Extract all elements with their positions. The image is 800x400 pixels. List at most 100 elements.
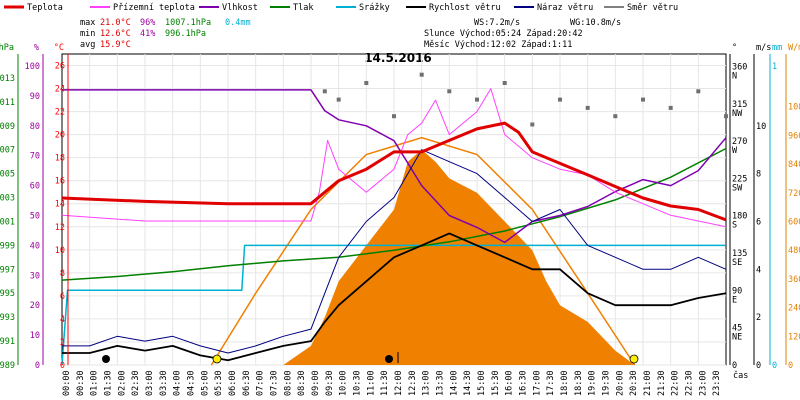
y-axis-temperature-tick: 4 — [60, 315, 65, 325]
y-axis-temperature-tick: 8 — [60, 269, 65, 279]
svg-text:Vlhkost: Vlhkost — [222, 3, 258, 13]
wind-direction-point — [724, 114, 728, 119]
y-axis-rain-label: mm — [772, 43, 782, 53]
y-axis-temperature-tick: 20 — [55, 131, 65, 141]
x-tick-label: 17:30 — [546, 370, 556, 396]
y-axis-humidity-tick: 70 — [30, 152, 40, 162]
wind-direction-point — [475, 97, 479, 102]
legend-item-teplota: Teplota — [4, 3, 63, 13]
x-tick-label: 07:00 — [256, 370, 266, 396]
y-axis-direction-tick-sub: NW — [732, 109, 743, 119]
y-axis-humidity-label: % — [34, 43, 39, 53]
x-tick-label: 13:00 — [422, 370, 432, 396]
y-axis-direction-tick: 270 — [732, 137, 747, 147]
x-tick-label: 20:00 — [615, 370, 625, 396]
y-axis-direction-tick: 45 — [732, 324, 742, 334]
y-axis-pressure-tick: 991 — [0, 337, 15, 347]
x-tick-label: 05:30 — [214, 370, 224, 396]
info-ws: WS:7.2m/s — [474, 18, 520, 28]
ground-temperature-line — [61, 88, 727, 228]
x-tick-label: 07:30 — [270, 370, 280, 396]
y-axis-pressure-tick: 1001 — [0, 218, 15, 228]
wind-direction-point — [322, 89, 327, 94]
stat-max-hum: 96% — [140, 18, 155, 28]
svg-text:Směr větru: Směr větru — [627, 3, 678, 13]
x-tick-label: 03:30 — [159, 370, 169, 396]
moonrise-marker — [385, 355, 393, 363]
x-axis-label: čas — [733, 370, 748, 381]
x-tick-label: 04:30 — [187, 370, 197, 396]
x-tick-label: 18:30 — [574, 370, 584, 396]
y-axis-direction-tick: 315 — [732, 100, 747, 110]
y-axis-temperature-tick: 12 — [55, 223, 65, 233]
x-tick-label: 19:00 — [588, 370, 598, 396]
x-tick-label: 12:30 — [408, 370, 418, 396]
x-tick-label: 15:00 — [477, 370, 487, 396]
y-axis-humidity-tick: 100 — [25, 62, 40, 72]
x-tick-label: 19:30 — [602, 370, 612, 396]
x-tick-label: 10:00 — [339, 370, 349, 396]
y-axis-humidity-tick: 90 — [30, 92, 40, 102]
stat-min-temp: 12.6°C — [100, 29, 131, 39]
y-axis-pressure-tick: 999 — [0, 241, 15, 251]
x-tick-label: 09:00 — [311, 370, 321, 396]
wind-speed-line — [62, 232, 727, 362]
moonset-marker — [102, 355, 110, 363]
legend-item-tlak: Tlak — [270, 3, 313, 13]
x-tick-label: 10:30 — [353, 370, 363, 396]
x-tick-label: 00:00 — [62, 370, 72, 396]
y-axis-rain-tick: 0 — [772, 361, 777, 371]
wind-direction-point — [558, 97, 562, 102]
rain-line — [61, 244, 726, 366]
y-axis-direction-tick: 180 — [732, 212, 747, 222]
y-axis-temperature-tick: 10 — [55, 246, 65, 256]
x-tick-label: 06:30 — [242, 370, 252, 396]
legend-item-vlhkost: Vlhkost — [199, 3, 258, 13]
y-axis-temperature-tick: 26 — [55, 62, 65, 72]
y-axis-pressure-label: hPa — [0, 43, 14, 53]
stat-avg-label: avg — [80, 40, 95, 50]
wind-direction-point — [392, 114, 396, 119]
y-axis-pressure-tick: 995 — [0, 289, 15, 299]
x-tick-label: 23:30 — [712, 370, 722, 396]
y-axis-temperature-label: °C — [54, 43, 64, 53]
markers — [102, 352, 639, 364]
stat-max-rain: 0.4mm — [225, 18, 251, 28]
x-tick-label: 23:00 — [698, 370, 708, 396]
stat-max-label: max — [80, 18, 95, 28]
info-sun: Slunce Východ:05:24 Západ:20:42 — [424, 29, 583, 39]
y-axis-solar-tick: 240 — [788, 304, 800, 314]
stat-min-label: min — [80, 29, 95, 39]
x-tick-label: 03:00 — [145, 370, 155, 396]
wind-direction-point — [696, 89, 701, 94]
y-axis-wind-label: m/s — [756, 43, 771, 53]
y-axis-humidity-tick: 20 — [30, 301, 40, 311]
x-tick-label: 16:00 — [505, 370, 515, 396]
x-tick-label: 08:30 — [297, 370, 307, 396]
y-axis-direction-tick: 225 — [732, 174, 747, 184]
y-axis-direction-tick-sub: W — [732, 146, 738, 156]
x-axis: 00:00 00:30 01:00 01:30 02:00 02:30 03:00 03:30… — [62, 370, 722, 396]
wind-direction-point — [447, 89, 452, 94]
legend-item-smer-vetru: Směr větru — [604, 3, 678, 13]
x-tick-label: 22:30 — [685, 370, 695, 396]
legend: Teplota Přízemní teplota Vlhkost Tlak Sr… — [4, 3, 678, 13]
y-axis-pressure-tick: 997 — [0, 265, 15, 275]
y-axis-wind-tick: 6 — [756, 218, 761, 228]
y-axis-temperature-tick: 18 — [55, 154, 65, 164]
info-moon: Měsíc Východ:12:02 Západ:1:11 — [424, 40, 572, 50]
y-axis-humidity-tick: 10 — [30, 331, 40, 341]
y-axis-direction-tick: 135 — [732, 249, 747, 259]
x-tick-label: 02:30 — [131, 370, 141, 396]
x-tick-label: 05:00 — [200, 370, 210, 396]
y-axis-temperature-tick: 24 — [55, 85, 65, 95]
x-tick-label: 01:30 — [104, 370, 114, 396]
x-tick-label: 22:00 — [671, 370, 681, 396]
y-axis-temperature-tick: 14 — [55, 200, 65, 210]
y-axis-pressure-tick: 1005 — [0, 170, 15, 180]
x-tick-label: 09:30 — [325, 370, 335, 396]
wind-direction-point — [641, 97, 645, 102]
y-axis-wind-tick: 8 — [756, 170, 761, 180]
wind-direction-point — [502, 81, 507, 85]
y-axis-pressure-tick: 1007 — [0, 146, 15, 156]
